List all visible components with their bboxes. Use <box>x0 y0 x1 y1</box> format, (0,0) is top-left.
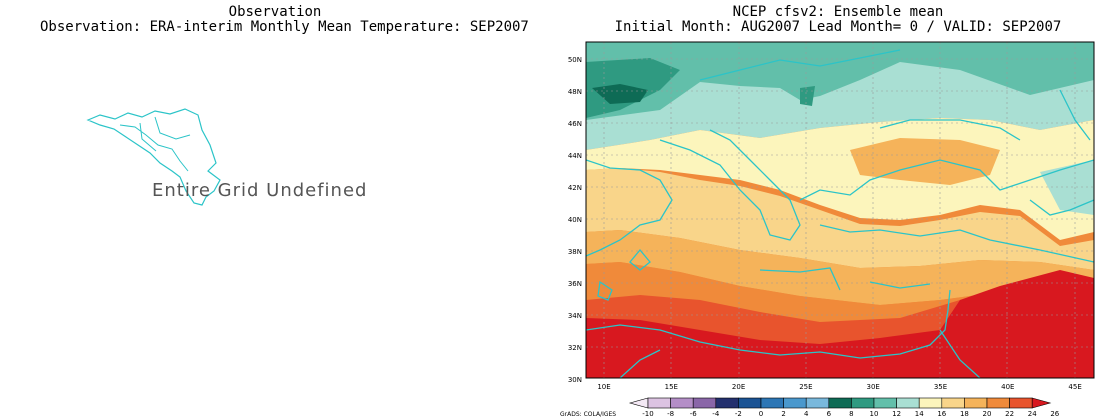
colorbar-right-arrow <box>1031 397 1052 409</box>
colorbar-tick-label: 20 <box>983 410 992 418</box>
colorbar-tick-label: -8 <box>667 410 674 418</box>
colorbar-swatch <box>738 397 762 409</box>
colorbar-swatch <box>896 397 920 409</box>
lat-label: 40N <box>568 216 582 224</box>
colorbar-tick-label: -4 <box>712 410 720 418</box>
colorbar-tick-label: 8 <box>849 410 853 418</box>
colorbar-swatch <box>1009 397 1033 409</box>
gridlines <box>586 42 1094 378</box>
colorbar-swatch <box>851 397 875 409</box>
undefined-grid-message: Entire Grid Undefined <box>152 180 368 201</box>
lat-label: 50N <box>568 56 582 64</box>
lon-label: 35E <box>934 383 947 391</box>
left-panel-title: Observation <box>228 4 322 20</box>
colorbar-swatch <box>670 397 694 409</box>
lon-label: 15E <box>665 383 678 391</box>
lat-label: 42N <box>568 184 582 192</box>
field-14-16-east <box>1040 160 1094 215</box>
lon-label: 40E <box>1001 383 1014 391</box>
colorbar-tick-label: 18 <box>960 410 969 418</box>
colorbar-swatch <box>828 397 852 409</box>
colorbar-tick-label: 0 <box>759 410 763 418</box>
field-26-plus <box>586 270 1094 378</box>
colorbar-left-arrow <box>628 397 649 409</box>
lat-label: 38N <box>568 248 582 256</box>
colorbar-tick-label: 12 <box>892 410 901 418</box>
colorbar-swatch <box>873 397 897 409</box>
lat-label: 36N <box>568 280 582 288</box>
lat-label: 34N <box>568 312 582 320</box>
colorbar-swatch <box>692 397 717 409</box>
colorbar-swatch <box>647 397 671 409</box>
latitude-labels: 50N 48N 46N 44N 42N 40N 38N 36N 34N 32N 30N <box>568 56 582 384</box>
longitude-labels: 10E 15E 20E 25E 30E 35E 40E 45E <box>597 383 1081 391</box>
right-panel-title: NCEP cfsv2: Ensemble mean <box>732 4 944 20</box>
lat-label: 44N <box>568 152 582 160</box>
lon-label: 25E <box>799 383 812 391</box>
field-20-22 <box>586 230 1094 305</box>
lat-label: 46N <box>568 120 582 128</box>
field-8-10 <box>592 84 648 104</box>
lon-label: 10E <box>597 383 610 391</box>
colorbar-tick-label: 22 <box>1005 410 1014 418</box>
colorbar-tick-label: 14 <box>915 410 924 418</box>
colorbar-tick-label: 10 <box>870 410 879 418</box>
colorbar-tick-label: 6 <box>827 410 832 418</box>
colorbar-swatch <box>805 397 830 409</box>
lon-label: 30E <box>867 383 880 391</box>
coastlines <box>586 49 1094 378</box>
colorbar-tick-label: 24 <box>1028 410 1037 418</box>
grads-credit: GrADS: COLA/IGES <box>560 411 616 418</box>
colorbar-tick-label: 26 <box>1050 410 1059 418</box>
colorbar-tick-label: 16 <box>937 410 946 418</box>
right-panel-subtitle: Initial Month: AUG2007 Lead Month= 0 / V… <box>614 19 1062 35</box>
lat-label: 30N <box>568 376 582 384</box>
field-18-20 <box>586 168 1094 270</box>
lon-label: 20E <box>732 383 745 391</box>
lat-label: 48N <box>568 88 582 96</box>
field-20-22-east <box>850 138 1000 185</box>
field-12-14 <box>586 42 1094 120</box>
left-coastline-map <box>86 108 221 206</box>
colorbar-tick-label: -6 <box>690 410 698 418</box>
colorbar-swatch <box>941 397 965 409</box>
colorbar-swatch <box>986 397 1010 409</box>
colorbar-tick-label: 2 <box>781 410 785 418</box>
map-frame <box>585 41 1095 379</box>
colorbar: -10 -8 -6 -4 -2 0 2 4 6 8 10 12 14 16 18 20 22 24 26GrADS:… <box>560 397 1060 418</box>
left-panel-subtitle: Observation: ERA-interim Monthly Mean Te… <box>40 19 529 35</box>
lon-label: 45E <box>1068 383 1081 391</box>
colorbar-swatch <box>783 397 807 409</box>
colorbar-swatch <box>715 397 739 409</box>
lat-label: 32N <box>568 344 582 352</box>
colorbar-swatch <box>760 397 784 409</box>
colorbar-swatch <box>964 397 988 409</box>
colorbar-tick-label: -2 <box>735 410 742 418</box>
colorbar-tick-label: -10 <box>642 410 653 418</box>
colorbar-swatch <box>918 397 943 409</box>
colorbar-tick-label: 4 <box>804 410 809 418</box>
